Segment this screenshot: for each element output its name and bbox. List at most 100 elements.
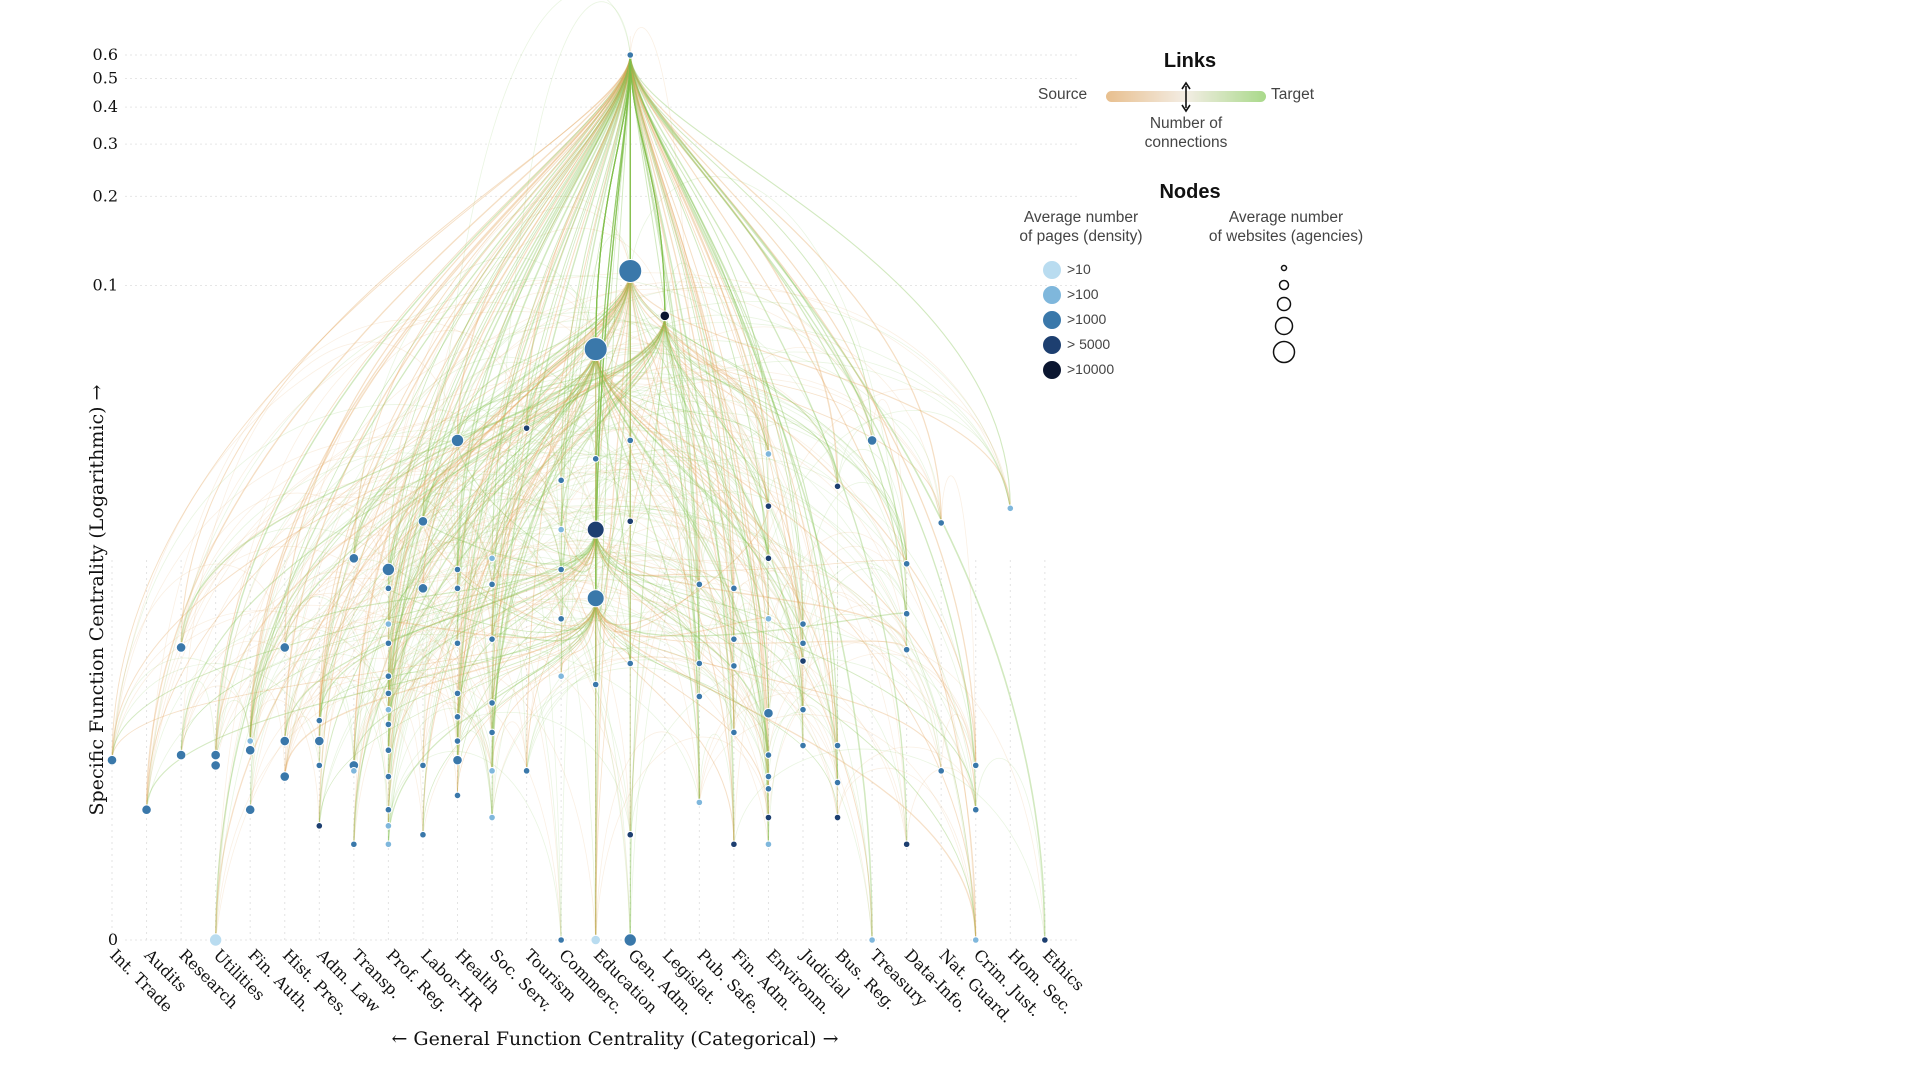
node [453, 791, 462, 800]
link [733, 641, 977, 766]
agencies-title-2: of websites (agencies) [1208, 228, 1364, 245]
link [629, 54, 804, 746]
node [348, 553, 360, 564]
link [560, 543, 769, 845]
link [802, 545, 977, 941]
link [388, 493, 700, 803]
link [664, 315, 908, 564]
link [388, 505, 631, 941]
link [595, 506, 700, 685]
link [388, 393, 908, 625]
link [422, 315, 666, 766]
link [387, 270, 631, 644]
link [422, 598, 597, 835]
density-swatch [1042, 260, 1062, 280]
link [318, 54, 631, 766]
link [837, 746, 977, 818]
link [387, 349, 597, 751]
link [249, 494, 458, 810]
node [583, 337, 608, 362]
node [591, 680, 600, 689]
link [975, 757, 1046, 941]
link [318, 443, 562, 721]
link [457, 598, 597, 796]
node [453, 713, 462, 721]
link [629, 54, 839, 818]
link [388, 547, 873, 941]
link [629, 27, 700, 697]
link [491, 270, 631, 703]
link [284, 593, 389, 826]
link [146, 319, 527, 810]
nodes-layer [106, 51, 1049, 947]
node [866, 435, 878, 446]
node [315, 761, 324, 770]
link [629, 270, 1011, 509]
node [833, 482, 842, 491]
link [629, 54, 769, 619]
node [557, 565, 565, 574]
link [388, 626, 458, 742]
link [595, 529, 735, 589]
link [595, 598, 769, 818]
node [106, 754, 118, 766]
node [764, 772, 773, 781]
link [560, 480, 597, 624]
link [180, 349, 597, 648]
link [422, 701, 493, 818]
link [560, 54, 631, 570]
link [353, 270, 631, 845]
link [387, 54, 631, 725]
link [388, 557, 735, 777]
link [422, 270, 631, 835]
node [937, 767, 946, 775]
node [384, 772, 393, 781]
link [215, 526, 424, 941]
link [388, 453, 977, 810]
link [733, 388, 1011, 733]
link [456, 270, 631, 761]
link [595, 453, 735, 845]
node [315, 822, 324, 830]
link [457, 453, 804, 710]
link [457, 497, 562, 589]
link [595, 598, 977, 941]
agency-size-swatches [1272, 264, 1296, 364]
node [695, 692, 704, 701]
link [457, 529, 597, 796]
node [695, 659, 704, 668]
link [388, 270, 631, 826]
node [590, 934, 602, 946]
link [388, 529, 597, 677]
link [388, 514, 493, 644]
link [629, 54, 735, 666]
density-swatch [1042, 360, 1062, 380]
link [629, 54, 700, 803]
link [215, 571, 769, 756]
link [664, 315, 769, 756]
link [249, 54, 631, 751]
link [284, 270, 631, 777]
link [180, 272, 1011, 648]
link [629, 54, 977, 941]
node [902, 840, 911, 849]
link [629, 54, 769, 714]
link [768, 711, 873, 941]
link [456, 529, 597, 717]
y-tick-label: 0 [108, 930, 118, 949]
link [284, 286, 1011, 777]
target-label: Target [1271, 86, 1315, 103]
link [629, 54, 735, 589]
link [249, 393, 769, 751]
link [145, 54, 631, 810]
link [388, 349, 597, 725]
link [457, 460, 562, 589]
link [318, 598, 597, 721]
link [595, 54, 631, 350]
node [730, 728, 738, 737]
link [664, 315, 804, 746]
link [560, 525, 735, 677]
link [491, 601, 631, 703]
node [971, 936, 980, 944]
